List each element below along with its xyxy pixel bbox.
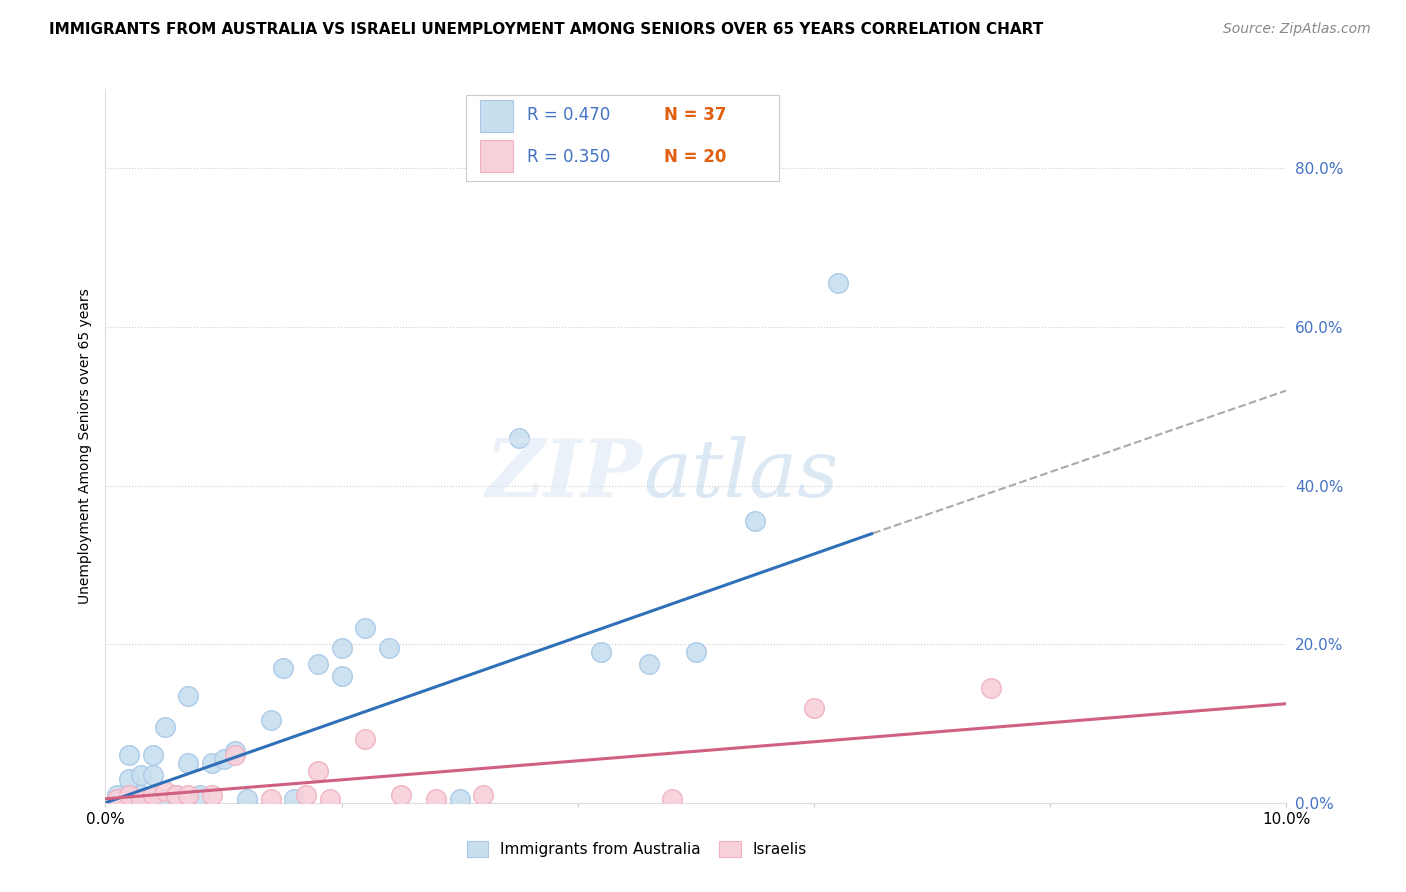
Point [354, 621, 377, 635]
Point [142, 788, 165, 802]
Point [685, 645, 707, 659]
FancyBboxPatch shape [479, 140, 513, 172]
Point [472, 788, 495, 802]
Point [271, 661, 294, 675]
Text: IMMIGRANTS FROM AUSTRALIA VS ISRAELI UNEMPLOYMENT AMONG SENIORS OVER 65 YEARS CO: IMMIGRANTS FROM AUSTRALIA VS ISRAELI UNE… [49, 22, 1043, 37]
Text: N = 37: N = 37 [664, 105, 727, 124]
Point [129, 788, 152, 802]
Point [105, 792, 128, 806]
Point [118, 748, 141, 763]
Point [307, 657, 329, 671]
Point [129, 768, 152, 782]
Point [105, 792, 128, 806]
Point [118, 788, 141, 802]
Point [425, 792, 447, 806]
Point [980, 681, 1002, 695]
Point [224, 748, 246, 763]
Point [260, 713, 283, 727]
Point [389, 788, 412, 802]
Text: ZIP: ZIP [486, 436, 643, 513]
Point [118, 788, 141, 802]
Legend: Immigrants from Australia, Israelis: Immigrants from Australia, Israelis [461, 835, 813, 863]
Point [129, 792, 152, 806]
Text: atlas: atlas [643, 436, 838, 513]
Point [354, 732, 377, 747]
FancyBboxPatch shape [465, 95, 779, 180]
Point [165, 788, 187, 802]
Point [224, 744, 246, 758]
Point [129, 792, 152, 806]
Point [201, 756, 224, 771]
Point [153, 792, 176, 806]
Point [260, 792, 283, 806]
Point [449, 792, 471, 806]
Point [591, 645, 613, 659]
Point [330, 669, 353, 683]
Point [827, 277, 849, 291]
Text: R = 0.470: R = 0.470 [527, 105, 610, 124]
Point [165, 788, 187, 802]
Point [105, 792, 128, 806]
Point [142, 768, 165, 782]
Text: Source: ZipAtlas.com: Source: ZipAtlas.com [1223, 22, 1371, 37]
Point [330, 641, 353, 656]
Point [283, 792, 305, 806]
Point [508, 431, 530, 445]
Point [153, 784, 176, 798]
Point [188, 788, 211, 802]
Point [212, 752, 235, 766]
Point [637, 657, 659, 671]
Point [142, 748, 165, 763]
Point [105, 788, 128, 802]
Text: R = 0.350: R = 0.350 [527, 148, 610, 167]
Point [118, 772, 141, 786]
Y-axis label: Unemployment Among Seniors over 65 years: Unemployment Among Seniors over 65 years [79, 288, 93, 604]
Point [177, 689, 200, 703]
Point [803, 700, 825, 714]
FancyBboxPatch shape [479, 100, 513, 132]
Point [153, 721, 176, 735]
Point [236, 792, 259, 806]
Point [661, 792, 683, 806]
Point [307, 764, 329, 778]
Point [142, 788, 165, 802]
Point [378, 641, 401, 656]
Point [201, 788, 224, 802]
Point [319, 792, 342, 806]
Point [744, 514, 766, 528]
Text: N = 20: N = 20 [664, 148, 727, 167]
Point [177, 788, 200, 802]
Point [177, 756, 200, 771]
Point [295, 788, 318, 802]
